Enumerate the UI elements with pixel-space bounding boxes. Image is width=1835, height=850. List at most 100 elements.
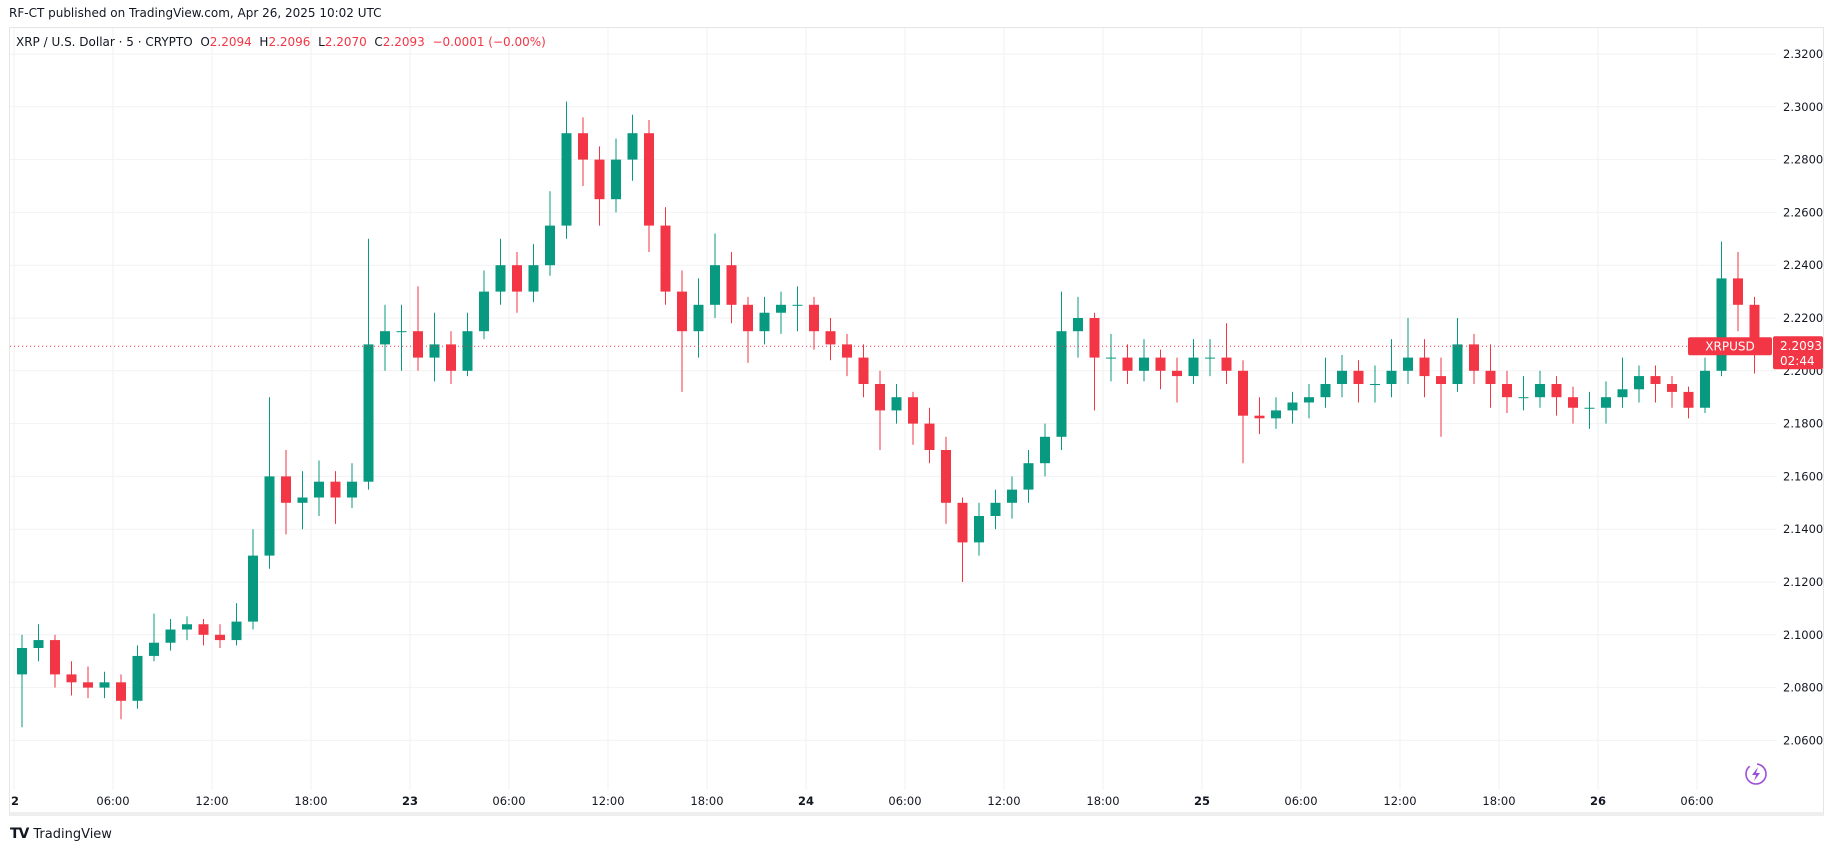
close-label: C [374, 35, 383, 49]
candle [248, 529, 258, 630]
candle [297, 471, 308, 530]
candle-body [33, 640, 44, 648]
candle [479, 270, 489, 340]
candle [83, 666, 93, 699]
candle-body [380, 331, 390, 345]
candle [1568, 386, 1578, 424]
candle [743, 296, 753, 363]
candle [825, 318, 836, 361]
candle [182, 616, 192, 641]
candle [314, 460, 324, 516]
candle-body [215, 634, 225, 641]
candle-body [561, 133, 572, 226]
candle-body [792, 304, 803, 306]
price-tick-label: 2.2400 [1783, 258, 1823, 272]
candle-body [1650, 376, 1661, 384]
candle-body [1749, 304, 1760, 347]
candle [1403, 318, 1413, 384]
candle [1370, 365, 1380, 403]
price-tag [1773, 336, 1823, 370]
price-tick-label: 2.1400 [1783, 522, 1823, 536]
price-tick-label: 2.0600 [1783, 733, 1823, 747]
candle-body [1452, 344, 1463, 384]
candle-body [396, 331, 407, 333]
time-tick-label: 23 [402, 794, 418, 808]
candle-body [660, 225, 671, 292]
candle-body [1403, 357, 1413, 371]
candle [149, 613, 159, 662]
time-tick-label: 26 [1590, 794, 1606, 808]
candle-body [693, 304, 704, 332]
candle [1287, 391, 1298, 424]
time-tick-label: 25 [1194, 794, 1210, 808]
candle-body [413, 331, 423, 358]
candle [1271, 397, 1281, 429]
candle-body [974, 516, 984, 543]
candle-body [1139, 357, 1149, 371]
candle [941, 436, 951, 524]
candle-body [429, 344, 440, 358]
candle [644, 120, 654, 252]
candle [1436, 357, 1446, 437]
candle-body [1238, 370, 1248, 416]
candle [330, 471, 341, 524]
candle-body [462, 331, 473, 371]
candle [1469, 333, 1479, 384]
candle [1023, 450, 1034, 503]
candle-body [1733, 278, 1743, 305]
candle [231, 603, 242, 646]
candle [1485, 344, 1496, 408]
candle-body [1205, 357, 1215, 359]
lightning-icon[interactable] [1745, 763, 1767, 785]
candle-body [1271, 410, 1281, 419]
symbol-title[interactable]: XRP / U.S. Dollar · 5 · CRYPTO [16, 35, 193, 49]
time-tick-label: 12:00 [591, 794, 624, 808]
candle-body [941, 450, 951, 503]
high-value: 2.2096 [268, 35, 311, 49]
candle-body [248, 555, 258, 622]
price-tick-label: 2.3000 [1783, 100, 1823, 114]
candle [1617, 357, 1628, 408]
candle-body [116, 682, 126, 701]
candle-body [1188, 357, 1199, 377]
change-value: −0.0001 (−0.00%) [432, 35, 546, 49]
candle [17, 634, 27, 728]
candle-body [842, 344, 852, 358]
candle [1650, 365, 1661, 403]
candle [1452, 318, 1463, 392]
candle [528, 244, 539, 303]
candle [1172, 357, 1182, 403]
candle-body [1683, 391, 1694, 408]
candle-body [1568, 397, 1578, 408]
candle [1634, 365, 1644, 403]
candle [429, 312, 440, 382]
price-tick-label: 2.1800 [1783, 417, 1823, 431]
time-tick-label: 12:00 [987, 794, 1020, 808]
candle-body [627, 133, 638, 160]
candle [1007, 476, 1017, 519]
price-axis: 2.3200 2.3000 2.2800 2.2600 2.2400 2.2200 2.20… [1783, 47, 1823, 747]
candle-body [776, 304, 786, 313]
candle-body [1007, 489, 1017, 503]
time-tick-label: 18:00 [1086, 794, 1119, 808]
candle-body [858, 357, 869, 384]
time-tick-label: 18:00 [690, 794, 723, 808]
candle [66, 661, 77, 696]
time-axis: 2 06:00 12:00 18:00 23 06:00 12:00 18:00 24 06:00… [11, 794, 1714, 808]
time-tick-label: 06:00 [888, 794, 921, 808]
candle-body [446, 344, 456, 371]
candle-body [1155, 357, 1166, 371]
tradingview-logo-icon[interactable]: TV [10, 826, 29, 842]
candle-body [1700, 370, 1710, 408]
candle [1139, 339, 1149, 382]
candle-body [990, 502, 1001, 516]
candle [710, 233, 720, 318]
candle-body [50, 640, 60, 675]
footer-logo-text[interactable]: TradingView [33, 826, 112, 842]
time-tick-label: 06:00 [1284, 794, 1317, 808]
candle-body [1518, 397, 1529, 399]
time-tick-label: 06:00 [96, 794, 129, 808]
candle-body [363, 344, 374, 482]
candle-body [314, 481, 324, 498]
